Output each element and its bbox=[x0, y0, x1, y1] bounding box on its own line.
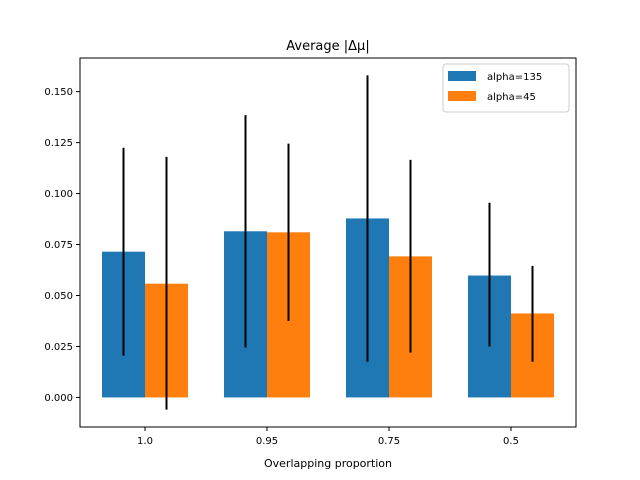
y-tick-label: 0.025 bbox=[44, 342, 73, 353]
y-tick-label: 0.050 bbox=[44, 291, 73, 302]
y-tick-label: 0.100 bbox=[44, 189, 73, 200]
bars-layer bbox=[102, 218, 554, 398]
y-tick-label: 0.125 bbox=[44, 138, 73, 149]
legend-swatch bbox=[448, 91, 476, 101]
y-axis: 0.000 0.025 0.050 0.075 0.100 0.125 0.150 bbox=[44, 87, 80, 404]
y-tick-label: 0.075 bbox=[44, 240, 73, 251]
x-axis-label: Overlapping proportion bbox=[264, 457, 392, 470]
legend-label: alpha=135 bbox=[487, 72, 542, 83]
legend-label: alpha=45 bbox=[487, 92, 536, 103]
error-bars-layer bbox=[122, 75, 534, 410]
x-tick-label: 0.75 bbox=[378, 436, 400, 447]
x-tick-label: 0.5 bbox=[503, 436, 519, 447]
x-axis: 1.0 0.95 0.75 0.5 bbox=[137, 427, 519, 447]
y-tick-label: 0.000 bbox=[44, 393, 73, 404]
legend-swatch bbox=[448, 71, 476, 81]
x-tick-label: 0.95 bbox=[256, 436, 278, 447]
chart-title: Average |Δμ| bbox=[286, 39, 369, 54]
y-tick-label: 0.150 bbox=[44, 87, 73, 98]
plot-frame bbox=[79, 57, 577, 428]
x-tick-label: 1.0 bbox=[137, 436, 153, 447]
legend: alpha=135 alpha=45 bbox=[442, 63, 570, 113]
